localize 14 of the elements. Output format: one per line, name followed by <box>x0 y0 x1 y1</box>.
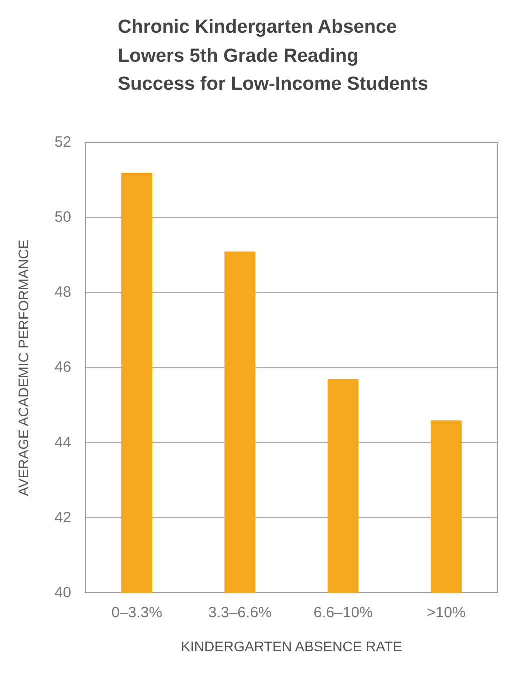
y-tick-label: 52 <box>54 134 72 151</box>
y-tick-label: 42 <box>54 508 72 526</box>
x-axis-title: KINDERGARTEN ABSENCE RATE <box>181 638 402 654</box>
y-tick-label: 48 <box>54 284 72 301</box>
y-tick-label: 44 <box>54 434 72 451</box>
y-tick-label: 46 <box>54 358 72 376</box>
y-tick-label: 40 <box>54 584 72 601</box>
x-tick-label: 6.6–10% <box>314 604 373 621</box>
x-tick-label: >10% <box>427 604 466 621</box>
x-tick-label: 0–3.3% <box>112 604 162 621</box>
x-tick-label: 3.3–6.6% <box>208 604 272 621</box>
chart-title: Chronic Kindergarten Absence Lowers 5th Grade Reading Success for Low-Income Students <box>118 16 430 97</box>
y-tick-label: 50 <box>54 208 72 226</box>
y-axis-title: AVERAGE ACADEMIC PERFORMANCE <box>15 239 32 496</box>
